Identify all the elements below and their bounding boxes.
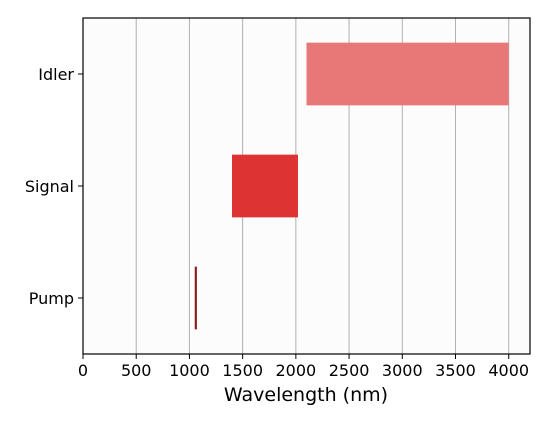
bar-idler [306,42,509,106]
bar-signal [232,154,298,218]
bar-pump [194,266,197,330]
x-tick-label-1500: 1500 [222,361,263,380]
y-tick-label-pump: Pump [29,289,74,308]
y-axis: Pump Signal Idler [25,65,83,308]
x-axis-label: Wavelength (nm) [224,384,388,406]
x-tick-label-3000: 3000 [382,361,423,380]
x-tick-label-3500: 3500 [435,361,476,380]
x-axis: 0 500 1000 1500 2000 2500 3000 3500 4000 [78,354,529,380]
x-tick-label-500: 500 [121,361,152,380]
y-tick-label-idler: Idler [38,65,74,84]
x-tick-label-2000: 2000 [275,361,316,380]
y-tick-label-signal: Signal [25,177,74,196]
x-tick-label-2500: 2500 [329,361,370,380]
x-tick-label-0: 0 [78,361,88,380]
x-tick-label-4000: 4000 [488,361,529,380]
x-tick-label-1000: 1000 [169,361,210,380]
bars [194,42,509,330]
